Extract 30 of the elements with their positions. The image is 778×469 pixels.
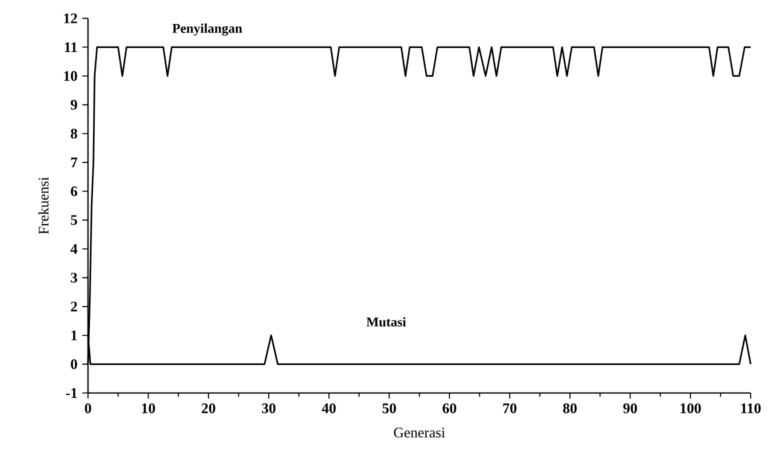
y-tick-label: 7 <box>71 158 78 168</box>
y-tick-label: 0 <box>70 359 78 370</box>
y-tick-label: 2 <box>70 302 77 312</box>
y-tick-label: 11 <box>64 42 77 52</box>
x-tick-label: 40 <box>322 403 336 414</box>
text: Mutasi <box>366 317 406 327</box>
x-tick-label: 90 <box>623 403 637 414</box>
y-tick-label: 3 <box>70 272 78 283</box>
x-tick-label: 70 <box>503 403 516 414</box>
y-tick-label: 12 <box>64 14 77 24</box>
x-tick-label: 20 <box>202 403 216 414</box>
series-label: Penyilangan <box>172 23 242 36</box>
y-tick-label: 9 <box>70 100 78 110</box>
x-tick-label: 30 <box>262 403 276 414</box>
y-tick-label: 5 <box>70 215 78 225</box>
x-tick-label: 100 <box>680 403 701 414</box>
y-tick-label: 6 <box>70 186 78 196</box>
x-tick-label: 0 <box>84 403 92 414</box>
y-axis-title: Frekuensi <box>38 177 49 234</box>
y-tick-label: 8 <box>70 128 78 139</box>
x-tick-label: 50 <box>382 403 396 414</box>
y-tick-label: 1 <box>71 330 77 340</box>
y-tick-label: 4 <box>70 244 78 254</box>
x-tick-label: 60 <box>442 403 456 414</box>
y-tick-label: -1 <box>66 388 77 398</box>
x-tick-label: 10 <box>142 403 155 414</box>
x-tick-label: 80 <box>563 403 577 414</box>
x-axis-title: Generasi <box>394 428 446 438</box>
x-tick-label: 110 <box>741 403 761 414</box>
y-tick-label: 10 <box>64 71 78 81</box>
